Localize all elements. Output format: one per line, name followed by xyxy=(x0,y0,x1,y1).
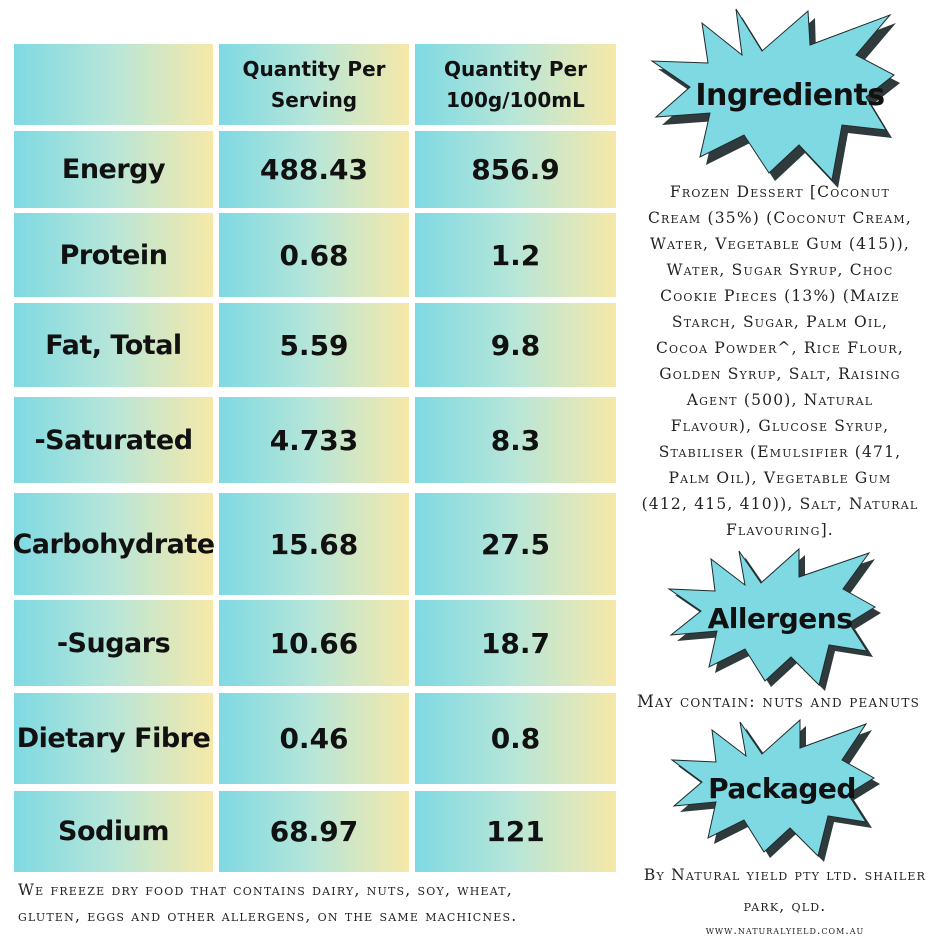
ingredients-line: Cookie Pieces (13%) (Maize xyxy=(660,287,900,305)
ingredients-line: Golden Syrup, Salt, Raising xyxy=(659,365,901,383)
nutrient-label: Fat, Total xyxy=(14,303,213,387)
packaged-title: Packaged xyxy=(708,771,856,805)
nutrient-label: Carbohydrate xyxy=(12,493,215,595)
serving-value: 5.59 xyxy=(219,303,409,387)
footer-note-line-1: We freeze dry food that contains dairy, … xyxy=(18,881,513,899)
ingredients-line: Stabiliser (Emulsifier (471, xyxy=(658,443,902,461)
ingredients-line: Starch, Sugar, Palm Oil, xyxy=(671,313,889,331)
per100-value: 18.7 xyxy=(415,600,616,686)
packaged-line-2: park, qld. xyxy=(743,897,827,915)
ingredients-line: Water, Sugar Syrup, Choc xyxy=(666,261,894,279)
serving-value: 10.66 xyxy=(219,600,409,686)
serving-value: 4.733 xyxy=(219,397,409,483)
header-per-100-line: Quantity Per xyxy=(443,56,588,81)
packaged-line-1: By Natural yield pty ltd. shailer xyxy=(643,866,927,884)
ingredients-line: Flavouring]. xyxy=(726,521,834,539)
nutrient-label: Protein xyxy=(14,213,213,297)
ingredients-line: Cream (35%) (Coconut Cream, xyxy=(647,209,912,227)
ingredients-line: Palm Oil), Vegetable Gum xyxy=(668,469,892,487)
ingredients-line: Cocoa Powder^, Rice Flour, xyxy=(655,339,905,357)
header-per-100-line: 100g/100mL xyxy=(446,87,585,112)
serving-value: 15.68 xyxy=(219,493,409,595)
ingredients-line: (412, 415, 410)), Salt, Natural xyxy=(641,495,919,513)
nutrient-label: Sodium xyxy=(14,791,213,872)
ingredients-line: Flavour), Glucose Syrup, xyxy=(670,417,890,435)
allergens-text: May contain: nuts and peanuts xyxy=(636,692,921,711)
ingredients-starburst xyxy=(650,8,900,188)
per100-value: 8.3 xyxy=(415,397,616,483)
header-per-100: Quantity Per 100g/100mL xyxy=(415,44,616,125)
starburst-fill xyxy=(667,547,876,686)
per100-value: 0.8 xyxy=(415,693,616,784)
header-serving-line: Quantity Per xyxy=(242,56,386,81)
per100-value: 9.8 xyxy=(415,303,616,387)
packaged-starburst xyxy=(670,718,880,862)
allergens-starburst xyxy=(667,547,881,691)
header-cell-blank xyxy=(14,44,213,125)
nutrient-label: Energy xyxy=(14,131,213,208)
serving-value: 0.46 xyxy=(219,693,409,784)
per100-value: 121 xyxy=(415,791,616,872)
nutrient-label: Dietary Fibre xyxy=(14,693,213,784)
serving-value: 68.97 xyxy=(219,791,409,872)
footer-note-line-2: gluten, eggs and other allergens, on the… xyxy=(18,907,518,925)
header-serving-line: Serving xyxy=(270,87,358,112)
per100-value: 1.2 xyxy=(415,213,616,297)
ingredients-line: Agent (500), Natural xyxy=(686,391,874,409)
ingredients-title: Ingredients xyxy=(695,77,885,113)
website: www.naturalyield.com.au xyxy=(705,924,865,937)
per100-value: 27.5 xyxy=(415,493,616,595)
starburst-fill xyxy=(650,8,895,182)
nutrient-label: -Saturated xyxy=(14,397,213,483)
serving-value: 488.43 xyxy=(219,131,409,208)
starburst-fill xyxy=(670,718,875,857)
allergens-title: Allergens xyxy=(707,601,853,635)
serving-value: 0.68 xyxy=(219,213,409,297)
header-serving: Quantity Per Serving xyxy=(219,44,409,125)
ingredients-line: Frozen Dessert [Coconut xyxy=(669,183,891,201)
ingredients-line: Water, Vegetable Gum (415)), xyxy=(650,235,910,253)
nutrient-label: -Sugars xyxy=(14,600,213,686)
per100-value: 856.9 xyxy=(415,131,616,208)
